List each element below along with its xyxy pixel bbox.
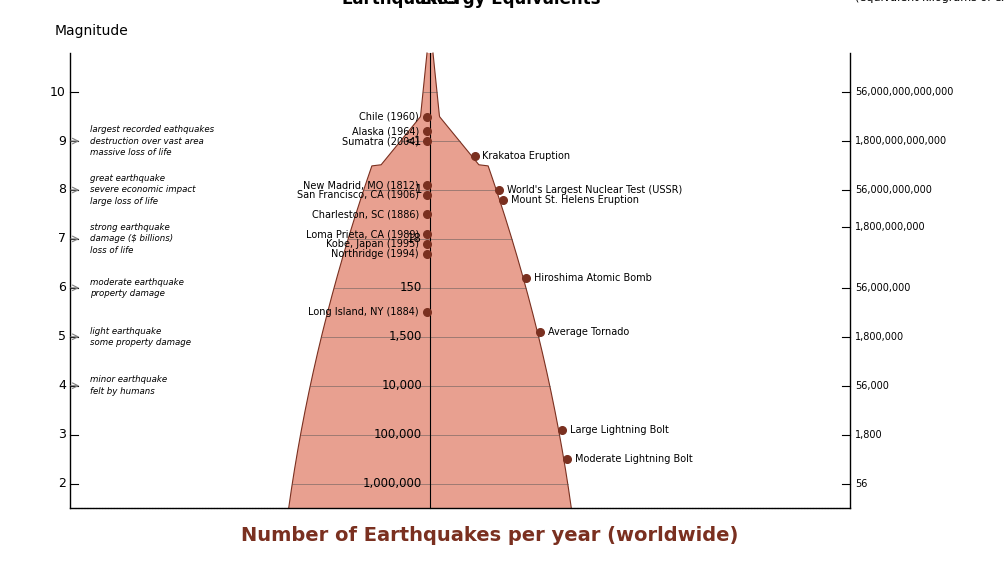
Text: Number of Earthquakes per year (worldwide): Number of Earthquakes per year (worldwid… xyxy=(241,526,739,545)
Text: 1: 1 xyxy=(414,184,422,196)
Text: 1,800,000,000,000: 1,800,000,000,000 xyxy=(855,136,947,146)
Text: 56,000,000,000: 56,000,000,000 xyxy=(855,185,932,195)
Text: 5: 5 xyxy=(58,330,66,343)
Text: Kobe, Japan (1995): Kobe, Japan (1995) xyxy=(326,239,419,249)
Text: Magnitude: Magnitude xyxy=(55,24,129,38)
Text: Energy Release
(equivalent kilograms of explosive): Energy Release (equivalent kilograms of … xyxy=(855,0,1005,3)
Text: Sumatra (2004): Sumatra (2004) xyxy=(342,136,419,146)
Text: largest recorded eathquakes
destruction over vast area
massive loss of life: largest recorded eathquakes destruction … xyxy=(90,125,214,157)
Text: 9: 9 xyxy=(58,135,66,148)
Text: 10: 10 xyxy=(50,86,66,99)
Text: minor earthquake
felt by humans: minor earthquake felt by humans xyxy=(90,376,167,396)
Text: 3: 3 xyxy=(58,428,66,441)
Text: 1,800: 1,800 xyxy=(855,430,882,440)
Text: 1,500: 1,500 xyxy=(389,330,422,343)
Text: 56,000: 56,000 xyxy=(855,381,888,391)
Text: San Francisco, CA (1906): San Francisco, CA (1906) xyxy=(297,190,419,200)
Text: great earthquake
severe economic impact
large loss of life: great earthquake severe economic impact … xyxy=(90,174,196,206)
Text: Long Island, NY (1884): Long Island, NY (1884) xyxy=(309,307,419,318)
Text: 8: 8 xyxy=(58,184,66,196)
Text: light earthquake
some property damage: light earthquake some property damage xyxy=(90,327,191,347)
Text: Krakatoa Eruption: Krakatoa Eruption xyxy=(482,151,571,161)
Polygon shape xyxy=(288,53,571,508)
Text: 6: 6 xyxy=(58,282,66,294)
Text: Energy Equivalents: Energy Equivalents xyxy=(420,0,600,8)
Text: 150: 150 xyxy=(400,282,422,294)
Text: Alaska (1964): Alaska (1964) xyxy=(352,126,419,136)
Text: 2: 2 xyxy=(58,477,66,490)
Text: 4: 4 xyxy=(58,379,66,392)
Text: 56,000,000,000,000: 56,000,000,000,000 xyxy=(855,87,954,97)
Text: 100,000: 100,000 xyxy=(374,428,422,441)
Text: 1,800,000,000: 1,800,000,000 xyxy=(855,222,926,232)
Text: 7: 7 xyxy=(58,233,66,245)
Text: World's Largest Nuclear Test (USSR): World's Largest Nuclear Test (USSR) xyxy=(508,185,682,195)
Text: Hiroshima Atomic Bomb: Hiroshima Atomic Bomb xyxy=(535,273,652,283)
Text: Moderate Lightning Bolt: Moderate Lightning Bolt xyxy=(575,454,692,464)
Text: Chile (1960): Chile (1960) xyxy=(359,111,419,122)
Text: Northridge (1994): Northridge (1994) xyxy=(332,249,419,258)
Text: Loma Prieta, CA (1989): Loma Prieta, CA (1989) xyxy=(306,229,419,239)
Text: strong earthquake
damage ($ billions)
loss of life: strong earthquake damage ($ billions) lo… xyxy=(90,223,173,255)
Text: New Madrid, MO (1812): New Madrid, MO (1812) xyxy=(304,180,419,190)
Text: 10,000: 10,000 xyxy=(381,379,422,392)
Text: <1: <1 xyxy=(405,135,422,148)
Text: Mount St. Helens Eruption: Mount St. Helens Eruption xyxy=(511,195,638,205)
Text: Seismic Wave Energy in
Earthquakes: Seismic Wave Energy in Earthquakes xyxy=(288,0,512,8)
Text: Charleston, SC (1886): Charleston, SC (1886) xyxy=(312,209,419,220)
Text: 56: 56 xyxy=(855,479,867,489)
Text: Average Tornado: Average Tornado xyxy=(549,327,629,337)
Text: 18: 18 xyxy=(407,233,422,245)
Text: moderate earthquake
property damage: moderate earthquake property damage xyxy=(90,278,184,298)
Text: 1,000,000: 1,000,000 xyxy=(363,477,422,490)
Text: 56,000,000: 56,000,000 xyxy=(855,283,911,293)
Text: 1,800,000: 1,800,000 xyxy=(855,332,904,342)
Text: Large Lightning Bolt: Large Lightning Bolt xyxy=(570,425,668,435)
